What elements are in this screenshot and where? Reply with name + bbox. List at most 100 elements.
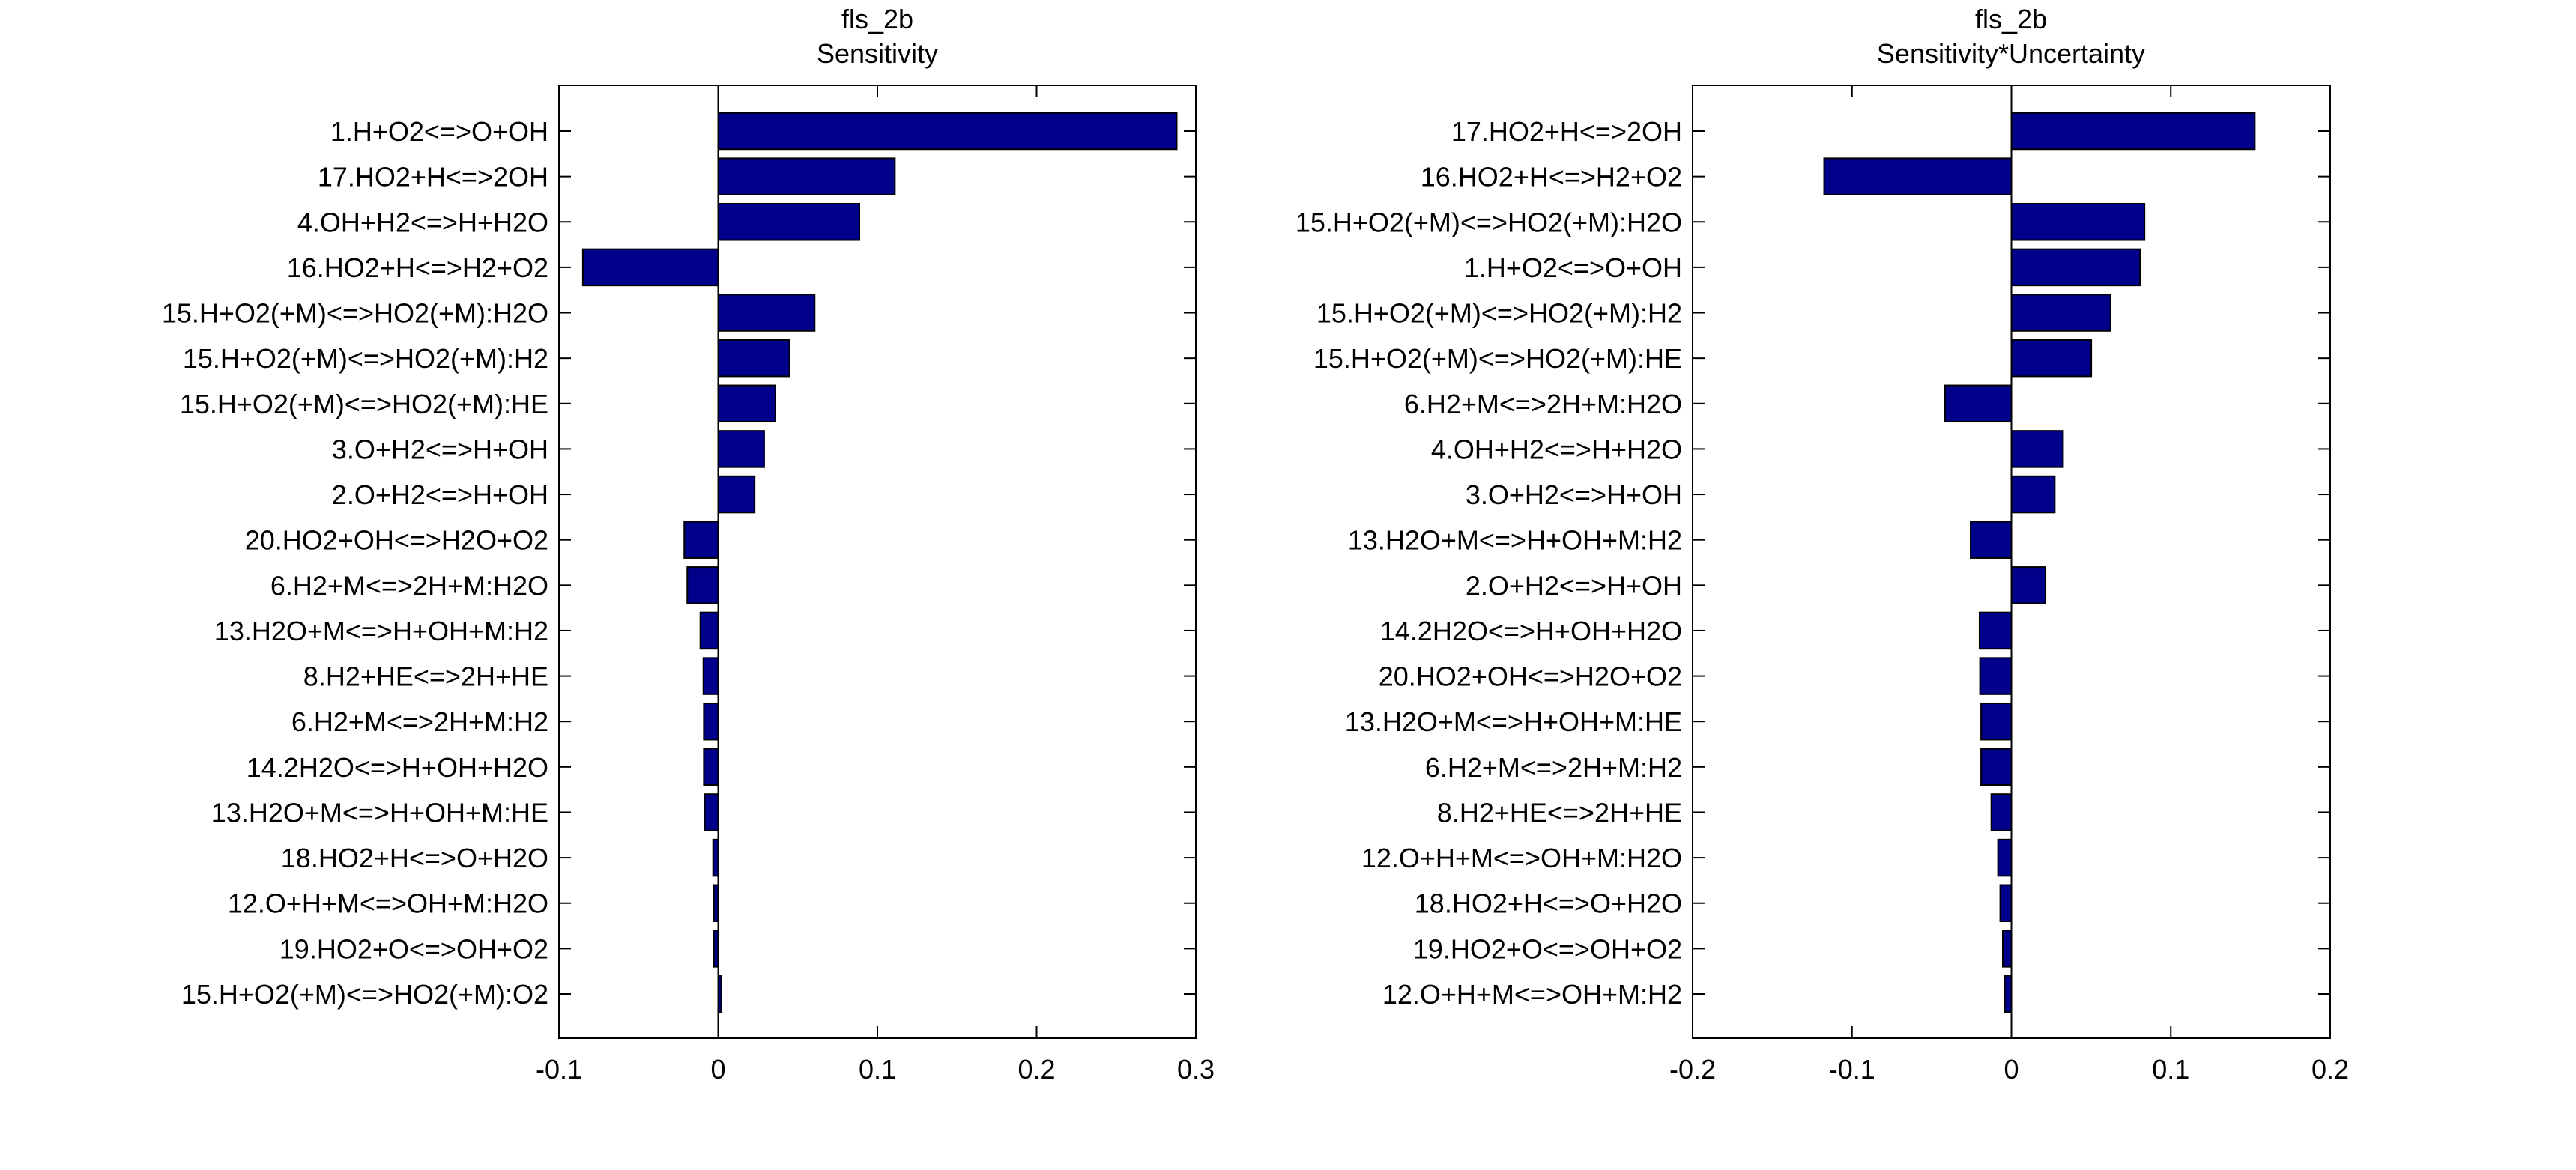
- y-tick-label: 6.H2+M<=>2H+M:H2: [291, 706, 548, 737]
- axes-frame: [1692, 85, 2331, 1039]
- y-tick-label: 8.H2+HE<=>2H+HE: [303, 661, 548, 692]
- y-tick-label: 20.HO2+OH<=>H2O+O2: [1379, 661, 1682, 692]
- y-tick-label: 18.HO2+H<=>O+H2O: [281, 843, 548, 873]
- bar: [2010, 566, 2047, 604]
- bar: [2010, 203, 2146, 241]
- y-tick-label: 20.HO2+OH<=>H2O+O2: [245, 525, 548, 556]
- bar: [2010, 475, 2056, 514]
- y-tick-label: 17.HO2+H<=>2OH: [1451, 116, 1682, 147]
- y-tick-label: 6.H2+M<=>2H+M:H2O: [1404, 389, 1682, 419]
- x-tick-label: 0.2: [1018, 1054, 1055, 1085]
- y-tick-label: 16.HO2+H<=>H2+O2: [1421, 162, 1682, 193]
- bars: [581, 112, 1178, 1013]
- y-tick-label: 14.2H2O<=>H+OH+H2O: [1380, 616, 1682, 646]
- bar: [699, 611, 719, 650]
- bar: [717, 294, 816, 332]
- bar: [1970, 521, 2013, 559]
- bar: [1990, 793, 2013, 831]
- bar: [717, 112, 1178, 151]
- chart-title: fls_2b: [1975, 4, 2047, 34]
- bar: [703, 702, 719, 741]
- bar: [717, 384, 776, 423]
- bar: [712, 838, 719, 877]
- y-tick-label: 12.O+H+M<=>OH+M:H2: [1382, 979, 1682, 1010]
- bar: [2010, 294, 2111, 332]
- bar: [2010, 112, 2256, 151]
- y-tick-label: 1.H+O2<=>O+OH: [330, 116, 548, 147]
- bar: [581, 248, 719, 287]
- x-tick-label: -0.1: [536, 1054, 582, 1085]
- sensitivity-uncertainty-chart: fls_2b Sensitivity*Uncertainty 17.HO2+H<…: [1295, 4, 2349, 1085]
- y-tick-label: 13.H2O+M<=>H+OH+M:HE: [211, 797, 548, 828]
- x-tick-label: 0.3: [1177, 1054, 1215, 1085]
- y-tick-label: 15.H+O2(+M)<=>HO2(+M):H2O: [1295, 207, 1682, 237]
- bar: [1980, 748, 2013, 786]
- x-tick-label: -0.2: [1669, 1054, 1716, 1085]
- bar: [1944, 384, 2013, 423]
- y-tick-label: 15.H+O2(+M)<=>HO2(+M):HE: [180, 389, 548, 419]
- bar: [2010, 339, 2093, 378]
- bar: [2010, 430, 2064, 468]
- y-tick-label: 6.H2+M<=>2H+M:H2: [1425, 752, 1682, 783]
- x-tick-label: 0: [710, 1054, 725, 1085]
- y-tick-label: 15.H+O2(+M)<=>HO2(+M):H2: [1316, 298, 1682, 329]
- x-tick-labels: -0.2 -0.1 0 0.1 0.2: [1669, 1054, 2349, 1085]
- y-tick-label: 3.O+H2<=>H+OH: [332, 434, 548, 464]
- y-tick-label: 8.H2+HE<=>2H+HE: [1437, 797, 1682, 828]
- bar: [704, 793, 719, 831]
- y-tick-label: 15.H+O2(+M)<=>HO2(+M):O2: [181, 979, 548, 1010]
- y-tick-label: 19.HO2+O<=>OH+O2: [279, 933, 548, 964]
- bar: [717, 475, 756, 514]
- axis-ticks: [558, 85, 1197, 1038]
- y-tick-label: 6.H2+M<=>2H+M:H2O: [270, 570, 548, 601]
- y-tick-label: 13.H2O+M<=>H+OH+M:HE: [1345, 706, 1682, 737]
- bar: [1997, 838, 2013, 877]
- bar: [683, 521, 719, 559]
- x-tick-label: 0: [2004, 1054, 2019, 1085]
- y-tick-label: 13.H2O+M<=>H+OH+M:H2: [214, 616, 548, 646]
- bar: [686, 566, 719, 604]
- bar: [703, 748, 719, 786]
- bar: [1823, 157, 2013, 195]
- chart-title: fls_2b: [841, 4, 913, 34]
- bar: [717, 339, 790, 378]
- chart-subtitle: Sensitivity*Uncertainty: [1877, 38, 2145, 69]
- bars: [1823, 112, 2256, 1013]
- y-tick-label: 15.H+O2(+M)<=>HO2(+M):H2: [183, 343, 548, 374]
- bar: [2004, 975, 2013, 1013]
- chart-subtitle: Sensitivity: [817, 38, 938, 69]
- y-tick-label: 16.HO2+H<=>H2+O2: [287, 252, 548, 283]
- bar: [1980, 702, 2013, 741]
- sensitivity-chart: fls_2b Sensitivity 1.H+O2<=>O+OH 17.HO2+H…: [162, 4, 1215, 1085]
- y-tick-label: 19.HO2+O<=>OH+O2: [1413, 933, 1682, 964]
- y-tick-labels: 17.HO2+H<=>2OH 16.HO2+H<=>H2+O2 15.H+O2(+M…: [1295, 116, 1682, 1010]
- y-tick-label: 12.O+H+M<=>OH+M:H2O: [228, 888, 548, 919]
- x-tick-label: 0.2: [2312, 1054, 2349, 1085]
- bar: [1979, 657, 2013, 695]
- bar: [717, 157, 896, 195]
- y-tick-label: 12.O+H+M<=>OH+M:H2O: [1361, 843, 1682, 873]
- x-tick-label: 0.1: [859, 1054, 896, 1085]
- y-tick-labels: 1.H+O2<=>O+OH 17.HO2+H<=>2OH 4.OH+H2<=>H+H…: [162, 116, 548, 1010]
- y-tick-label: 2.O+H2<=>H+OH: [1466, 570, 1682, 601]
- bar: [2002, 930, 2013, 968]
- y-tick-label: 4.OH+H2<=>H+H2O: [1431, 434, 1682, 464]
- bar: [717, 203, 860, 241]
- y-tick-label: 13.H2O+M<=>H+OH+M:H2: [1348, 525, 1682, 556]
- x-tick-label: 0.1: [2152, 1054, 2189, 1085]
- bar: [702, 657, 719, 695]
- y-tick-label: 14.2H2O<=>H+OH+H2O: [247, 752, 548, 783]
- y-tick-label: 17.HO2+H<=>2OH: [318, 162, 548, 193]
- x-tick-label: -0.1: [1829, 1054, 1875, 1085]
- y-tick-label: 15.H+O2(+M)<=>HO2(+M):H2O: [162, 298, 548, 329]
- y-tick-label: 2.O+H2<=>H+OH: [332, 479, 548, 510]
- y-tick-label: 3.O+H2<=>H+OH: [1466, 479, 1682, 510]
- bar: [717, 430, 765, 468]
- y-tick-label: 1.H+O2<=>O+OH: [1464, 252, 1682, 283]
- y-tick-label: 4.OH+H2<=>H+H2O: [297, 207, 548, 237]
- bar: [1978, 611, 2013, 650]
- bar: [1999, 884, 2013, 922]
- y-tick-label: 15.H+O2(+M)<=>HO2(+M):HE: [1313, 343, 1682, 374]
- bar: [2010, 248, 2141, 287]
